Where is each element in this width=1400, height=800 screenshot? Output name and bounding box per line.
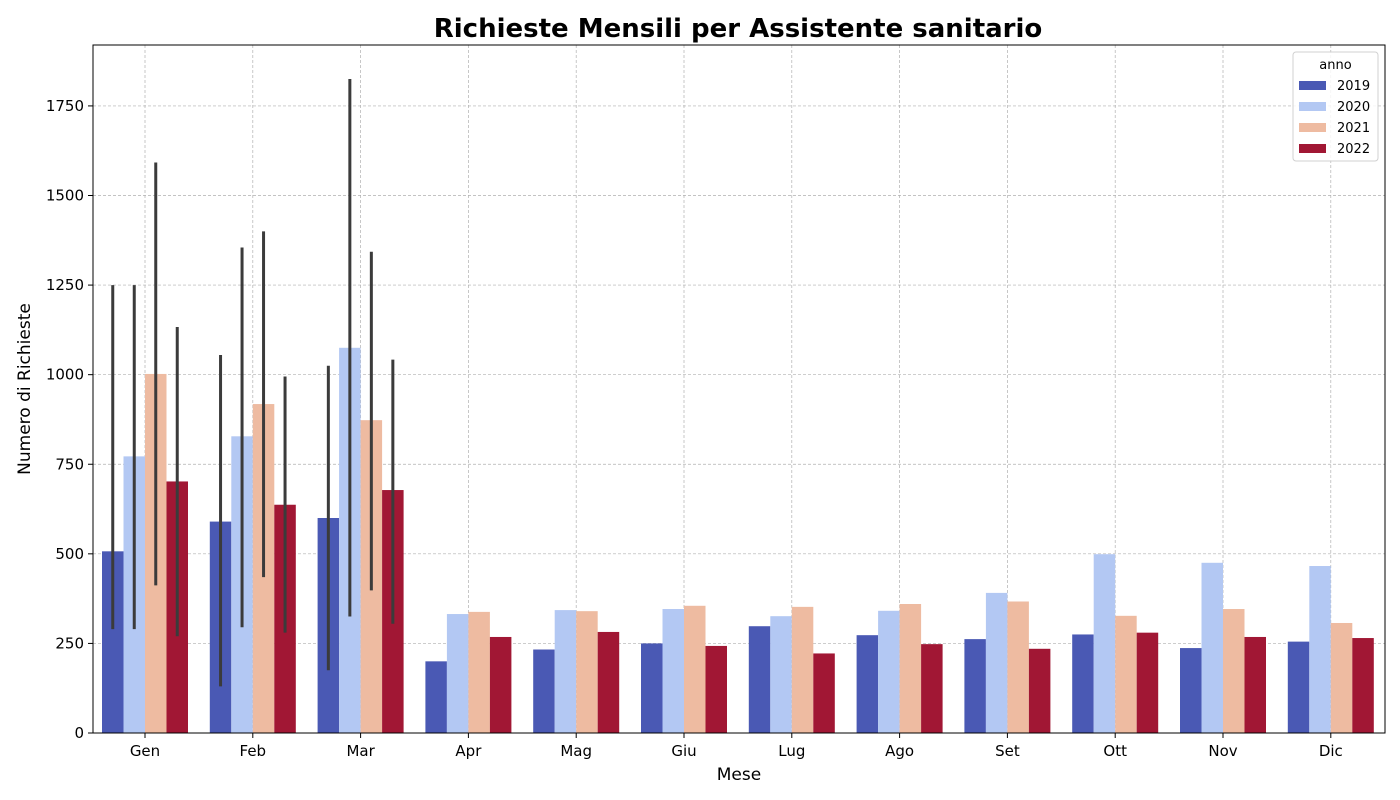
bar-2020-Giu [662,609,684,733]
bar-2022-Set [1028,648,1051,733]
legend-label-2021: 2021 [1337,121,1370,136]
x-tick-label: Ago [885,742,914,760]
legend-label-2022: 2022 [1337,142,1370,157]
y-tick-label: 1750 [46,97,84,115]
bar-2021-Lug [791,606,814,733]
bar-2020-Mag [554,610,577,733]
x-tick-label: Set [995,742,1020,760]
bar-2022-Lug [813,653,835,733]
legend-swatch-2022 [1299,144,1326,153]
error-bars [111,79,395,687]
bar-2019-Mag [533,649,555,733]
bar-2020-Lug [770,616,792,733]
bars [102,347,1374,733]
bar-2022-Apr [489,636,512,733]
bar-2020-Apr [446,614,469,733]
x-axis-label: Mese [717,765,761,785]
bar-2020-Dic [1309,566,1331,733]
bar-2021-Ott [1115,615,1137,733]
y-tick-label: 250 [55,634,84,652]
legend-swatch-2019 [1299,81,1326,90]
x-axis: Gen Feb Mar Apr Mag Giu Lug Ago Set Ott Nov Dic [130,733,1343,760]
bar-2021-Giu [684,605,706,733]
legend-swatch-2021 [1299,123,1326,132]
y-tick-label: 0 [74,724,84,742]
bar-2021-Ago [899,604,922,733]
x-tick-label: Mar [346,742,375,760]
y-axis: 0 250 500 750 1000 1250 1500 1750 [46,97,93,742]
x-tick-label: Feb [240,742,267,760]
legend-label-2020: 2020 [1337,100,1370,115]
legend-title: anno [1319,58,1351,73]
bar-2022-Nov [1244,636,1266,733]
grid [93,45,1385,734]
y-tick-label: 1250 [46,276,84,294]
bar-2019-Ago [856,635,879,733]
bar-2020-Nov [1201,562,1223,733]
x-tick-label: Apr [455,742,482,760]
y-tick-label: 1000 [46,366,84,384]
y-tick-label: 500 [55,545,84,563]
bar-2019-Apr [425,661,447,733]
bar-2020-Set [985,592,1008,733]
bar-2020-Ott [1093,554,1116,733]
y-tick-label: 750 [55,455,84,473]
bar-2019-Lug [748,626,771,733]
x-tick-label: Lug [778,742,805,760]
y-axis-label: Numero di Richieste [15,303,35,475]
y-tick-label: 1500 [46,187,84,205]
bar-2021-Apr [468,611,490,733]
bar-2022-Ott [1136,632,1159,733]
plot-frame [92,44,1386,734]
x-tick-label: Nov [1208,742,1237,760]
x-tick-label: Dic [1319,742,1343,760]
bar-2021-Mag [576,611,598,733]
bar-2022-Giu [705,645,727,733]
bar-2020-Ago [878,610,900,733]
x-tick-label: Ott [1103,742,1127,760]
bar-2019-Ott [1072,634,1094,733]
legend: anno 2019 2020 2021 2022 [1292,51,1379,162]
legend-swatch-2020 [1299,102,1326,111]
bar-2022-Mag [597,631,620,733]
bar-2022-Dic [1352,638,1374,733]
bar-2019-Giu [641,643,663,733]
bar-2019-Set [964,639,986,733]
chart-title: Richieste Mensili per Assistente sanitar… [434,14,1043,44]
x-tick-label: Mag [560,742,592,760]
bar-2021-Set [1007,601,1029,733]
bar-2022-Ago [921,644,943,733]
x-tick-label: Giu [671,742,696,760]
bar-2019-Dic [1287,641,1310,733]
bar-2021-Nov [1223,609,1245,733]
legend-box [1292,51,1379,162]
bar-2019-Nov [1180,648,1202,733]
legend-label-2019: 2019 [1337,79,1370,94]
bar-2021-Dic [1330,622,1353,733]
bar-2019-Gen [102,551,124,733]
x-tick-label: Gen [130,742,160,760]
